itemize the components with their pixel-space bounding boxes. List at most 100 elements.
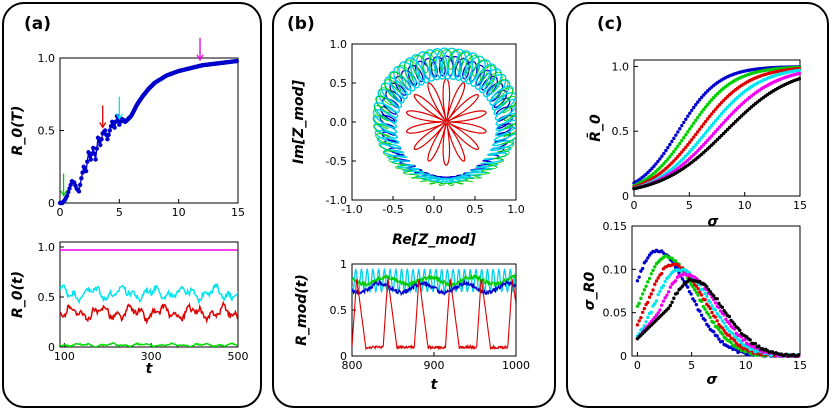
c-bottom-point-s4 (654, 313, 659, 317)
c-top-point-s3 (686, 152, 690, 156)
c-bottom-point-s2 (656, 276, 660, 280)
c-bottom-point-s2 (647, 295, 652, 299)
c-top-point-s0 (674, 133, 678, 137)
c-top-point-s1 (686, 130, 690, 134)
c-top-point-s2 (698, 127, 702, 131)
c-top-point-s2 (690, 137, 694, 142)
c-bottom-point-s2 (703, 298, 707, 302)
c-top-point-s2 (704, 119, 708, 124)
b-bottom-ytick-label: 1 (340, 258, 347, 271)
c-bottom-point-s1 (673, 259, 678, 263)
c-bottom-point-s0 (706, 324, 711, 328)
c-bottom-point-s4 (658, 308, 662, 312)
c-bottom-point-s1 (712, 320, 716, 325)
c-bottom-point-s4 (743, 337, 747, 342)
c-bottom-point-s2 (635, 323, 640, 327)
c-top-point-s1 (688, 127, 692, 131)
c-bottom-point-s3 (663, 279, 667, 284)
c-top-point-s0 (682, 120, 686, 125)
a-top-axes-frame (59, 57, 239, 204)
c-top-point-s1 (664, 159, 668, 164)
b-bottom-ytick-label: 0.5 (330, 304, 348, 317)
a-bottom-xlabel: t (146, 361, 154, 377)
c-top-point-s2 (717, 102, 722, 107)
c-bottom-point-s2 (653, 282, 657, 286)
c-bottom-xtick-label: 0 (634, 359, 641, 372)
c-bottom-point-s5 (668, 303, 673, 308)
panel-c-label: (c) (597, 14, 623, 34)
a-top-data-point (85, 159, 90, 164)
b-bottom-xtick-label: 800 (342, 359, 363, 372)
c-top-point-s2 (696, 130, 700, 134)
a-top-data-point (86, 150, 91, 155)
b-top-ylabel: Im[Z_mod] (291, 79, 307, 164)
c-top-point-s0 (702, 93, 706, 97)
c-bottom-point-s2 (659, 271, 664, 276)
c-bottom-point-s0 (680, 277, 685, 281)
c-bottom-point-s2 (654, 279, 659, 283)
a-top-data-point (98, 142, 103, 148)
b-top-xtick-label: 1.0 (507, 203, 525, 216)
c-top-point-s2 (676, 154, 680, 159)
a-bottom-ytick-label: 1.0 (38, 241, 56, 254)
b-bottom-series-3 (352, 278, 516, 351)
c-bottom-point-s1 (651, 268, 655, 273)
c-bottom-point-s2 (651, 288, 655, 292)
c-bottom-point-s1 (706, 312, 711, 317)
a-top-data-point (102, 128, 108, 133)
c-top-point-s2 (686, 143, 690, 147)
c-bottom-point-s5 (680, 284, 685, 288)
c-top-point-s4 (715, 127, 720, 131)
c-bottom-point-s4 (665, 293, 669, 297)
c-top-point-s0 (654, 162, 658, 166)
b-bottom-ytick-label: 0 (340, 350, 347, 363)
c-bottom-point-s1 (694, 290, 699, 295)
c-bottom-point-s3 (658, 289, 662, 294)
c-top-point-s1 (676, 144, 680, 148)
c-bottom-point-s0 (637, 275, 641, 279)
c-top-point-s3 (715, 116, 720, 121)
c-bottom-point-s3 (724, 324, 728, 329)
c-top-point-s1 (700, 110, 704, 114)
c-top-point-s2 (713, 107, 718, 111)
c-top-point-s0 (676, 130, 680, 134)
c-bottom-ytick-label: 0.10 (603, 263, 628, 276)
b-top-ytick-label: -0.5 (326, 155, 347, 168)
c-top-point-s2 (692, 135, 696, 139)
c-bottom-point-s0 (687, 289, 692, 294)
c-bottom-point-s4 (727, 321, 732, 326)
c-bottom-point-s5 (670, 300, 674, 304)
c-bottom-point-s5 (796, 353, 801, 357)
a-top-data-point (80, 170, 85, 175)
a-top-data-point (234, 58, 240, 64)
b-bottom-xlabel: t (431, 377, 439, 393)
c-top-point-s1 (709, 98, 714, 102)
c-top-point-s1 (668, 154, 672, 159)
c-bottom-ytick-label: 0.15 (603, 220, 628, 233)
c-top-point-s4 (721, 120, 726, 125)
c-bottom-point-s1 (696, 293, 700, 297)
c-top-point-s0 (672, 136, 676, 141)
a-top-data-point (88, 157, 94, 162)
c-bottom-point-s0 (639, 269, 643, 273)
c-bottom-point-s0 (717, 337, 721, 341)
a-top-xtick-label: 10 (172, 206, 186, 219)
c-bottom-point-s3 (731, 331, 735, 336)
c-bottom-point-s5 (712, 294, 716, 298)
c-bottom-point-s3 (654, 299, 659, 303)
c-bottom-point-s3 (644, 320, 648, 324)
b-bottom-xtick-label: 900 (424, 359, 445, 372)
c-top-point-s3 (707, 126, 712, 130)
a-top-ytick-label: 0.5 (38, 125, 56, 138)
c-top-point-s3 (700, 136, 704, 140)
a-top-data-point (91, 145, 96, 151)
c-bottom-point-s1 (720, 332, 725, 336)
c-bottom-axes-frame (631, 225, 801, 357)
c-top-point-s1 (702, 107, 706, 112)
c-bottom-point-s3 (722, 321, 726, 325)
c-bottom-point-s1 (640, 292, 645, 296)
c-bottom-point-s5 (717, 301, 721, 306)
c-top-point-s3 (684, 154, 688, 158)
c-top-point-s2 (707, 114, 712, 119)
